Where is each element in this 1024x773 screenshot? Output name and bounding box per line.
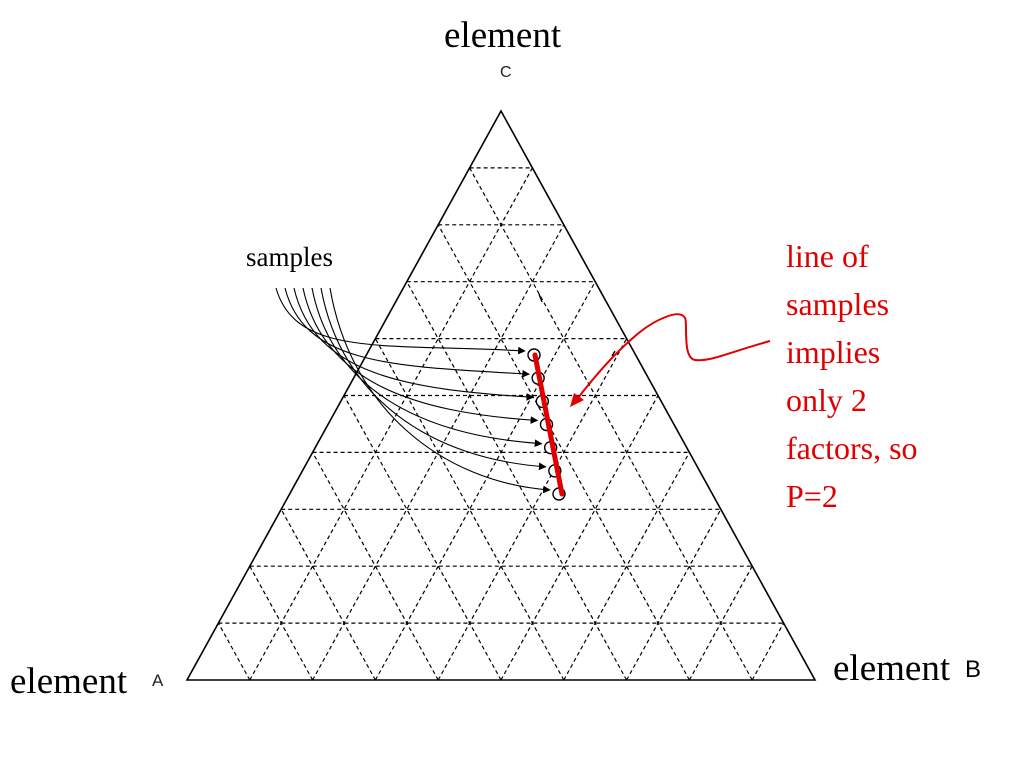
- grid-line-right-leaning: [626, 509, 722, 681]
- samples-label: samples: [246, 242, 333, 272]
- sample-arrow: [320, 287, 547, 471]
- annotation-arrowhead: [570, 393, 584, 407]
- sample-arrow: [284, 287, 530, 378]
- left-element-label: element: [10, 661, 128, 702]
- vertex-a-label: A: [152, 671, 164, 690]
- annotation-line-4: only 2: [786, 382, 867, 418]
- triangle-outline: [185, 109, 817, 681]
- annotation-text: line of samples implies only 2 factors, …: [786, 232, 986, 520]
- annotation-line-5: factors, so: [786, 430, 918, 466]
- sample-arrow: [293, 287, 535, 401]
- grid-line-right-leaning: [751, 622, 785, 681]
- grid-line-right-leaning: [374, 281, 596, 681]
- grid-line-right-leaning: [563, 452, 690, 681]
- annotation-line-1: line of: [786, 238, 869, 274]
- sample-arrow: [329, 287, 551, 494]
- sample-arrows: [275, 287, 551, 494]
- sample-arrow: [302, 287, 539, 424]
- grid-line-left-leaning: [343, 395, 502, 681]
- vertex-c-label: C: [500, 64, 512, 81]
- sample-arrow: [311, 287, 543, 448]
- annotation-line-3: implies: [786, 334, 881, 370]
- sample-trend-line: [532, 352, 565, 497]
- grid-line-left-leaning: [469, 167, 753, 681]
- grid-line-right-leaning: [688, 565, 753, 681]
- tick-marks: [538, 293, 616, 357]
- grid-line-left-leaning: [217, 622, 251, 681]
- grid-line-left-leaning: [280, 509, 376, 681]
- right-element-label: element: [833, 648, 951, 689]
- annotation-line-2: samples: [786, 286, 890, 322]
- annotation-pointer: [577, 313, 771, 399]
- vertex-b-label: B: [965, 656, 982, 683]
- sample-arrow: [275, 287, 526, 355]
- grid-line-left-leaning: [406, 281, 628, 681]
- annotation-line-6: P=2: [786, 478, 838, 514]
- grid-line-left-leaning: [249, 565, 314, 681]
- top-element-label: element: [444, 15, 562, 56]
- grid-line-left-leaning: [312, 452, 439, 681]
- grid-line-right-leaning: [500, 395, 659, 681]
